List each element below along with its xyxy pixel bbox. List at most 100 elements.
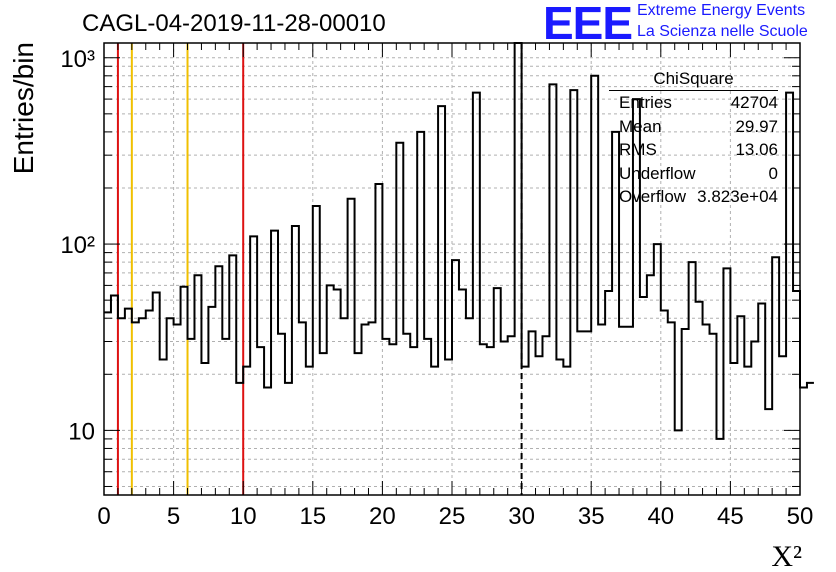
- eee-logo: EEE: [543, 0, 633, 49]
- stats-value: 3.823e+04: [697, 187, 778, 206]
- histogram-bin: [320, 353, 327, 495]
- histogram-bin: [215, 266, 222, 495]
- histogram-bin: [194, 275, 201, 495]
- histogram-bin: [689, 262, 696, 495]
- logo-line-2: La Scienza nelle Scuole: [637, 23, 808, 40]
- histogram-bin: [403, 334, 410, 495]
- histogram-bin: [257, 347, 264, 495]
- histogram-bin: [111, 295, 118, 495]
- histogram-bin: [480, 344, 487, 495]
- histogram-bin: [125, 309, 132, 495]
- histogram-bin: [772, 257, 779, 495]
- histogram-bin: [410, 347, 417, 495]
- histogram-bin: [208, 307, 215, 495]
- stats-row: RMS 13.06: [609, 138, 778, 162]
- histogram-bin: [327, 285, 334, 495]
- histogram-bin: [306, 367, 313, 495]
- histogram-bin: [494, 288, 501, 495]
- histogram-bin: [431, 367, 438, 495]
- histogram-bin: [334, 290, 341, 495]
- histogram-bin: [591, 76, 598, 495]
- logo-line-1: Extreme Energy Events: [637, 2, 806, 19]
- histogram-bin: [668, 322, 675, 495]
- histogram-bin: [563, 367, 570, 495]
- histogram-bin: [132, 322, 139, 495]
- histogram-bin: [264, 387, 271, 495]
- stats-key: Overflow: [619, 187, 687, 206]
- x-tick-label: 0: [97, 503, 110, 530]
- histogram-bin: [146, 311, 153, 495]
- histogram-bin: [348, 199, 355, 495]
- x-tick-label: 45: [717, 503, 744, 530]
- histogram-bin: [793, 291, 800, 495]
- histogram-bin: [355, 353, 362, 495]
- histogram-bin: [529, 331, 536, 495]
- x-tick-label: 35: [578, 503, 605, 530]
- histogram-bin: [153, 292, 160, 495]
- histogram-bin: [375, 184, 382, 495]
- x-tick-label: 5: [167, 503, 180, 530]
- stats-key: Underflow: [619, 163, 696, 183]
- stats-key: Entries: [619, 93, 672, 112]
- y-tick-label: 10³: [60, 46, 95, 73]
- histogram-bin: [368, 322, 375, 495]
- stats-value: 13.06: [735, 140, 778, 159]
- histogram-bin: [758, 303, 765, 495]
- histogram-bin: [292, 226, 299, 495]
- stats-box: ChiSquare Entries 42704 Mean 29.97 RMS 1…: [609, 68, 778, 209]
- histogram-bin: [313, 206, 320, 495]
- histogram-bin: [737, 316, 744, 495]
- x-axis-label: X²: [771, 540, 802, 572]
- histogram-bin: [508, 336, 515, 495]
- histogram-bin: [362, 325, 369, 495]
- histogram-bin: [779, 356, 786, 495]
- histogram-bin: [188, 339, 195, 495]
- histogram-bin: [229, 255, 236, 495]
- axis-ticks: [103, 43, 801, 495]
- histogram-bin: [716, 439, 723, 495]
- histogram-bin: [549, 84, 556, 495]
- histogram-bin: [243, 367, 250, 495]
- histogram-bin: [654, 244, 661, 495]
- histogram-bin: [751, 341, 758, 495]
- histogram-bin: [640, 297, 647, 495]
- stats-value: 29.97: [735, 116, 778, 136]
- stats-key: RMS: [619, 140, 657, 159]
- histogram-bin: [765, 409, 772, 495]
- histogram-bin: [786, 93, 793, 495]
- histogram-bin: [250, 236, 257, 495]
- histogram-bin: [201, 363, 208, 495]
- stats-key: Mean: [619, 116, 662, 136]
- histogram-bin: [278, 334, 285, 495]
- histogram-bin: [682, 329, 689, 495]
- x-tick-label: 15: [299, 503, 326, 530]
- histogram-bin: [236, 383, 243, 495]
- stats-row: Entries 42704: [609, 91, 778, 115]
- x-tick-label: 20: [369, 503, 396, 530]
- histogram-bin: [744, 367, 751, 495]
- histogram-bin: [626, 327, 633, 495]
- histogram-bin: [542, 336, 549, 495]
- histogram-bin: [661, 311, 668, 495]
- histogram-bin: [222, 339, 229, 495]
- histogram-bin: [417, 132, 424, 495]
- histogram-bin: [577, 331, 584, 495]
- histogram: [104, 42, 814, 495]
- stats-title: ChiSquare: [609, 68, 778, 91]
- histogram-bin: [174, 325, 181, 495]
- histogram-bin: [299, 322, 306, 495]
- histogram-bin: [181, 287, 188, 495]
- histogram-bin: [160, 360, 167, 495]
- histogram-bin: [271, 231, 278, 495]
- histogram-bin: [515, 43, 522, 495]
- histogram-outline: [104, 42, 814, 440]
- histogram-bin: [598, 325, 605, 495]
- stats-value: 42704: [730, 93, 778, 112]
- x-tick-label: 40: [647, 503, 674, 530]
- histogram-bin: [675, 430, 682, 495]
- histogram-bin: [730, 363, 737, 495]
- histogram-bin: [501, 341, 508, 495]
- histogram-bin: [619, 327, 626, 495]
- histogram-bin: [710, 334, 717, 495]
